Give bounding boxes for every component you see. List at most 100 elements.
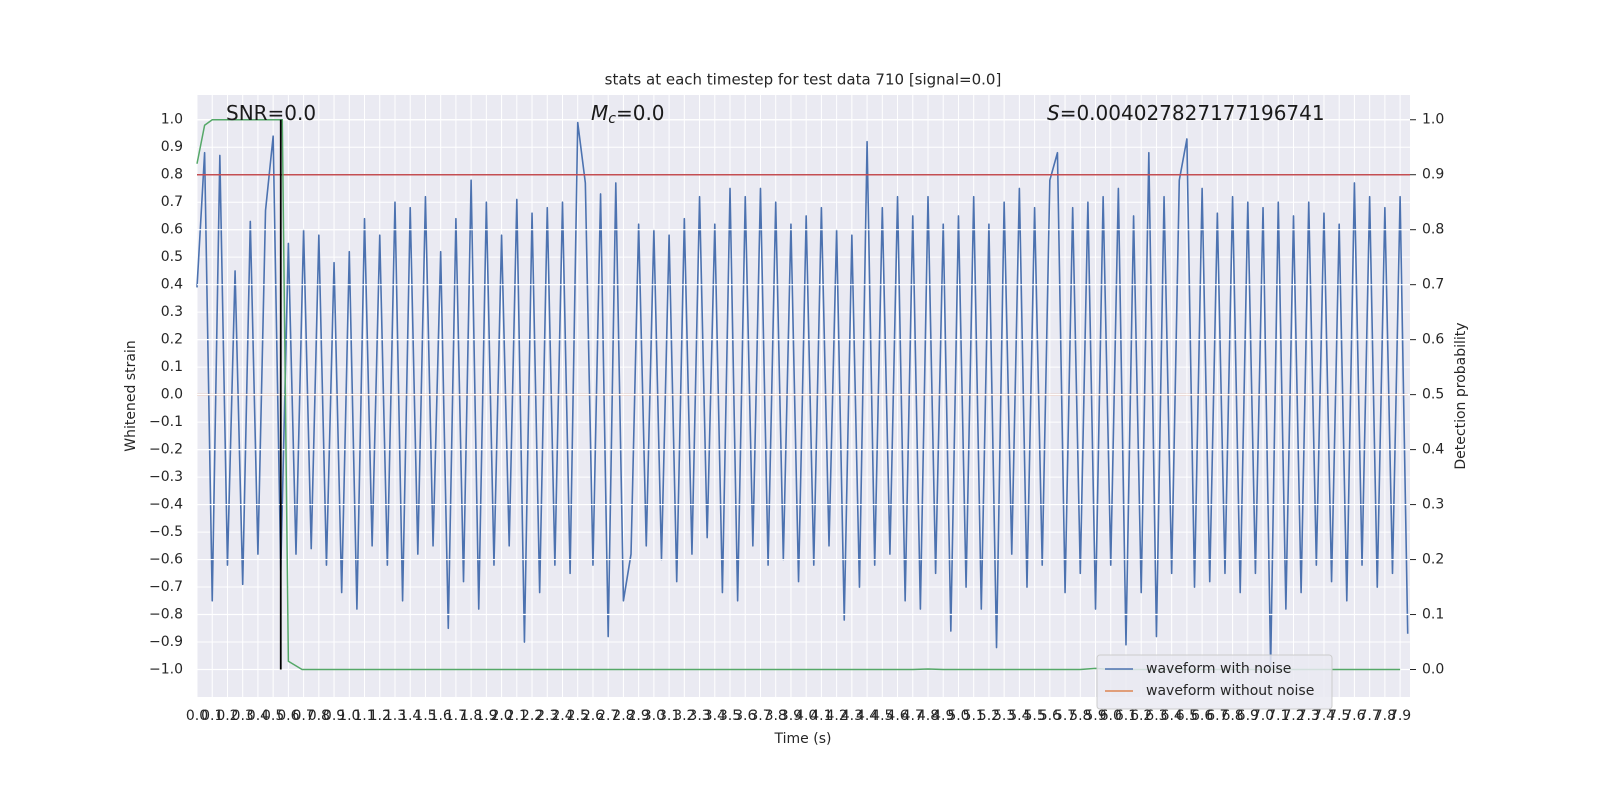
x-tick-label: 5.7 xyxy=(1054,708,1076,724)
y-tick-label: 0.4 xyxy=(161,277,183,293)
y-tick-label: −0.9 xyxy=(149,634,183,650)
x-tick-label: 5.0 xyxy=(947,708,969,724)
x-tick-label: 1.5 xyxy=(414,708,436,724)
annotation: SNR=0.0 xyxy=(226,101,316,125)
x-tick-label: 0.2 xyxy=(216,708,238,724)
x-tick-label: 6.0 xyxy=(1100,708,1122,724)
x-tick-label: 6.5 xyxy=(1176,708,1198,724)
x-tick-label: 6.7 xyxy=(1206,708,1228,724)
y2-tick-label: 0.5 xyxy=(1422,387,1444,403)
x-tick-label: 3.6 xyxy=(734,708,756,724)
x-tick-label: 4.2 xyxy=(825,708,847,724)
y2-tick-label: 0.9 xyxy=(1422,167,1444,183)
x-tick-label: 4.3 xyxy=(841,708,863,724)
x-tick-label: 6.8 xyxy=(1221,708,1243,724)
x-tick-label: 4.8 xyxy=(917,708,939,724)
x-tick-label: 3.1 xyxy=(658,708,680,724)
x-tick-label: 0.6 xyxy=(277,708,299,724)
x-tick-label: 7.4 xyxy=(1313,708,1335,724)
y-tick-label: 0.2 xyxy=(161,332,183,348)
legend-label: waveform without noise xyxy=(1146,683,1314,699)
x-tick-label: 7.9 xyxy=(1389,708,1411,724)
annotation: S=0.004027827177196741 xyxy=(1047,101,1325,125)
y-tick-label: −0.7 xyxy=(149,579,183,595)
y-tick-label: −0.8 xyxy=(149,607,183,623)
x-tick-label: 0.9 xyxy=(323,708,345,724)
x-tick-label: 1.4 xyxy=(399,708,421,724)
x-tick-label: 5.8 xyxy=(1069,708,1091,724)
annotation-part: M xyxy=(591,101,608,125)
x-axis-label: Time (s) xyxy=(774,731,832,747)
x-tick-label: 2.6 xyxy=(582,708,604,724)
y2-axis-label: Detection probability xyxy=(1453,322,1469,469)
x-tick-label: 3.3 xyxy=(688,708,710,724)
x-tick-label: 2.9 xyxy=(628,708,650,724)
x-tick-label: 6.3 xyxy=(1145,708,1167,724)
y2-tick-label: 0.0 xyxy=(1422,662,1444,678)
y2-tick-label: 0.1 xyxy=(1422,607,1444,623)
y-tick-label: 0.8 xyxy=(161,167,183,183)
y-tick-label: −0.5 xyxy=(149,524,183,540)
x-tick-label: 4.9 xyxy=(932,708,954,724)
x-tick-label: 6.2 xyxy=(1130,708,1152,724)
y2-tick-label: 0.6 xyxy=(1422,332,1444,348)
y-tick-label: −1.0 xyxy=(149,662,183,678)
annotation-part: SNR=0.0 xyxy=(226,101,316,125)
x-tick-label: 7.1 xyxy=(1267,708,1289,724)
x-tick-label: 2.1 xyxy=(506,708,528,724)
x-tick-label: 4.0 xyxy=(795,708,817,724)
x-tick-label: 4.1 xyxy=(810,708,832,724)
y2-tick-label: 0.3 xyxy=(1422,497,1444,513)
y-tick-label: 0.1 xyxy=(161,359,183,375)
y2-tick-label: 0.7 xyxy=(1422,277,1444,293)
x-tick-label: 7.7 xyxy=(1359,708,1381,724)
x-tick-label: 7.5 xyxy=(1328,708,1350,724)
x-tick-label: 3.0 xyxy=(643,708,665,724)
x-tick-label: 1.7 xyxy=(445,708,467,724)
x-tick-label: 3.8 xyxy=(765,708,787,724)
x-tick-label: 5.2 xyxy=(978,708,1000,724)
series-line xyxy=(196,121,1409,668)
x-tick-label: 3.2 xyxy=(673,708,695,724)
y-tick-label: 0.9 xyxy=(161,139,183,155)
y-tick-label: −0.6 xyxy=(149,552,183,568)
x-tick-label: 6.6 xyxy=(1191,708,1213,724)
x-tick-label: 7.2 xyxy=(1282,708,1304,724)
y-tick-label: 0.0 xyxy=(161,387,183,403)
x-tick-label: 6.9 xyxy=(1237,708,1259,724)
x-tick-label: 5.5 xyxy=(1023,708,1045,724)
x-tick-label: 4.4 xyxy=(856,708,878,724)
x-tick-label: 1.8 xyxy=(460,708,482,724)
x-tick-label: 1.9 xyxy=(475,708,497,724)
x-tick-label: 0.7 xyxy=(292,708,314,724)
x-tick-label: 5.9 xyxy=(1084,708,1106,724)
x-tick-label: 2.4 xyxy=(551,708,573,724)
y-tick-label: −0.1 xyxy=(149,414,183,430)
x-tick-label: 0.0 xyxy=(186,708,208,724)
x-tick-label: 3.9 xyxy=(780,708,802,724)
x-tick-label: 1.6 xyxy=(430,708,452,724)
y-tick-label: 0.3 xyxy=(161,304,183,320)
chart-title: stats at each timestep for test data 710… xyxy=(605,71,1002,89)
x-tick-label: 2.7 xyxy=(597,708,619,724)
y2-tick-label: 1.0 xyxy=(1422,112,1444,128)
x-tick-label: 6.1 xyxy=(1115,708,1137,724)
x-tick-label: 3.5 xyxy=(719,708,741,724)
x-tick-label: 2.2 xyxy=(521,708,543,724)
x-tick-label: 1.0 xyxy=(338,708,360,724)
x-tick-label: 3.4 xyxy=(704,708,726,724)
x-tick-label: 6.4 xyxy=(1161,708,1183,724)
x-tick-label: 0.3 xyxy=(232,708,254,724)
y-tick-label: 0.5 xyxy=(161,249,183,265)
x-tick-label: 4.5 xyxy=(871,708,893,724)
x-tick-label: 7.6 xyxy=(1343,708,1365,724)
x-tick-label: 1.3 xyxy=(384,708,406,724)
x-tick-label: 0.5 xyxy=(262,708,284,724)
y2-tick-label: 0.4 xyxy=(1422,442,1444,458)
x-tick-label: 1.1 xyxy=(353,708,375,724)
x-tick-label: 5.1 xyxy=(963,708,985,724)
y-tick-label: 0.6 xyxy=(161,222,183,238)
legend-label: waveform with noise xyxy=(1146,661,1291,677)
